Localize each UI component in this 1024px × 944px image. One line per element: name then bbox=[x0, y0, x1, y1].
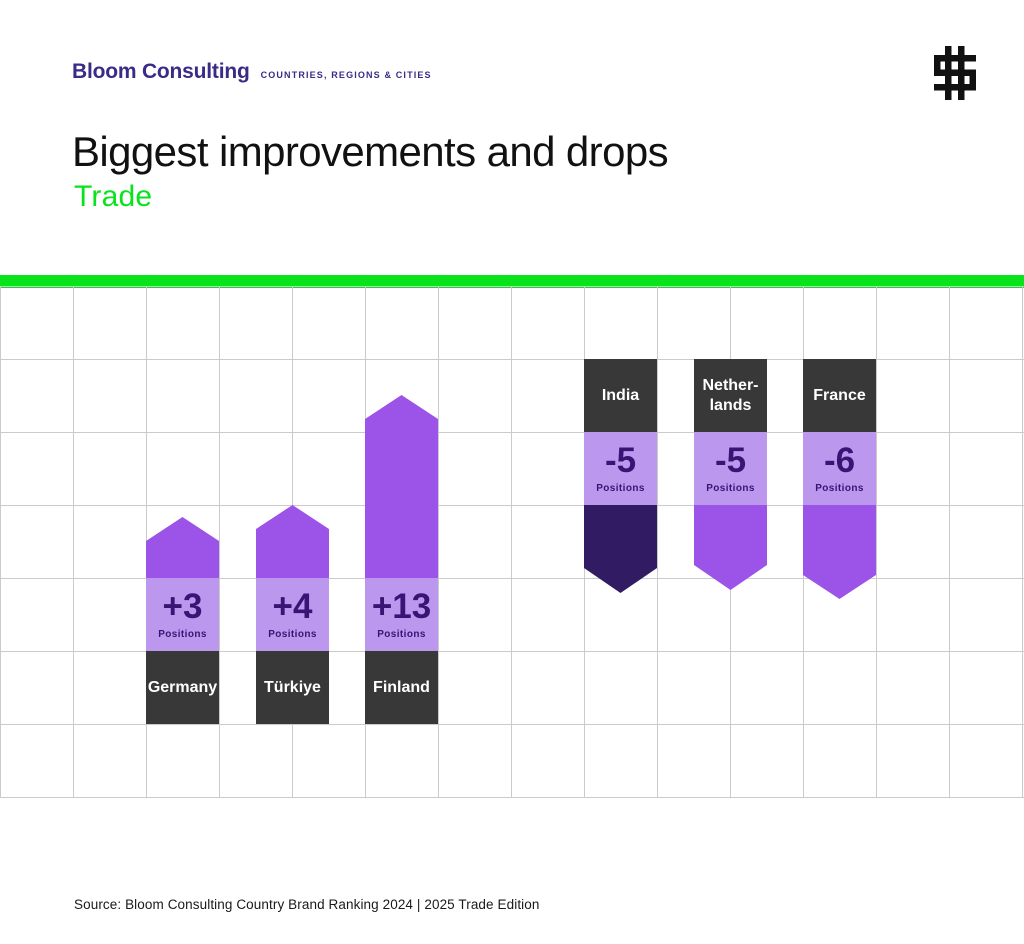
positions-unit-label: Positions bbox=[377, 629, 426, 640]
chart-grid: +3 Positions Germany +4 Positions Türkiye +13 P… bbox=[0, 286, 1024, 798]
arrow-up-germany-shaft bbox=[146, 517, 219, 578]
positions-unit-label: Positions bbox=[596, 483, 645, 494]
brand-tagline: COUNTRIES, REGIONS & CITIES bbox=[260, 69, 432, 80]
arrow-down-france-label-box: France bbox=[803, 359, 876, 432]
arrow-down-india-shaft bbox=[584, 505, 657, 593]
dollar-sign-icon bbox=[934, 46, 976, 100]
arrow-up-trkiye-shaft bbox=[256, 505, 329, 578]
arrow-up-finland-label-box: Finland bbox=[365, 651, 438, 724]
positions-unit-label: Positions bbox=[815, 483, 864, 494]
change-value: -5 bbox=[604, 441, 637, 480]
brand-name: Bloom Consulting bbox=[72, 60, 250, 83]
positions-unit-label: Positions bbox=[706, 483, 755, 494]
change-value: -5 bbox=[714, 441, 747, 480]
positions-unit-label: Positions bbox=[158, 629, 207, 640]
arrow-down-india-label-box: India bbox=[584, 359, 657, 432]
page-title: Biggest improvements and drops bbox=[72, 128, 669, 175]
arrow-down-netherlands-value-box: -5 Positions bbox=[694, 432, 767, 505]
page-subtitle: Trade bbox=[74, 180, 153, 213]
change-value: -6 bbox=[823, 441, 856, 480]
country-label: lands bbox=[709, 396, 752, 414]
country-label: India bbox=[601, 386, 640, 404]
arrow-down-india-value-box: -5 Positions bbox=[584, 432, 657, 505]
country-label: Finland bbox=[373, 678, 430, 696]
change-value: +4 bbox=[272, 587, 313, 626]
arrow-down-netherlands-shaft bbox=[694, 505, 767, 590]
arrow-up-finland-value-box: +13 Positions bbox=[365, 578, 438, 651]
brand-logo: Bloom Consulting COUNTRIES, REGIONS & CI… bbox=[72, 60, 432, 84]
country-label: Nether- bbox=[702, 376, 759, 394]
arrow-up-trkiye-label-box: Türkiye bbox=[256, 651, 329, 724]
green-divider-bar bbox=[0, 275, 1024, 288]
arrow-down-france-value-box: -6 Positions bbox=[803, 432, 876, 505]
arrow-down-netherlands-label-box: Nether-lands bbox=[694, 359, 767, 432]
arrow-up-trkiye-value-box: +4 Positions bbox=[256, 578, 329, 651]
arrow-up-germany-label-box: Germany bbox=[146, 651, 219, 724]
country-label: Türkiye bbox=[264, 678, 321, 696]
arrow-up-finland-shaft bbox=[365, 395, 438, 578]
source-note: Source: Bloom Consulting Country Brand R… bbox=[74, 897, 540, 912]
arrow-up-germany-value-box: +3 Positions bbox=[146, 578, 219, 651]
positions-unit-label: Positions bbox=[268, 629, 317, 640]
change-value: +13 bbox=[371, 587, 432, 626]
country-label: Germany bbox=[147, 678, 218, 696]
country-label: France bbox=[813, 386, 866, 404]
change-value: +3 bbox=[162, 587, 203, 626]
arrow-down-france-shaft bbox=[803, 505, 876, 599]
